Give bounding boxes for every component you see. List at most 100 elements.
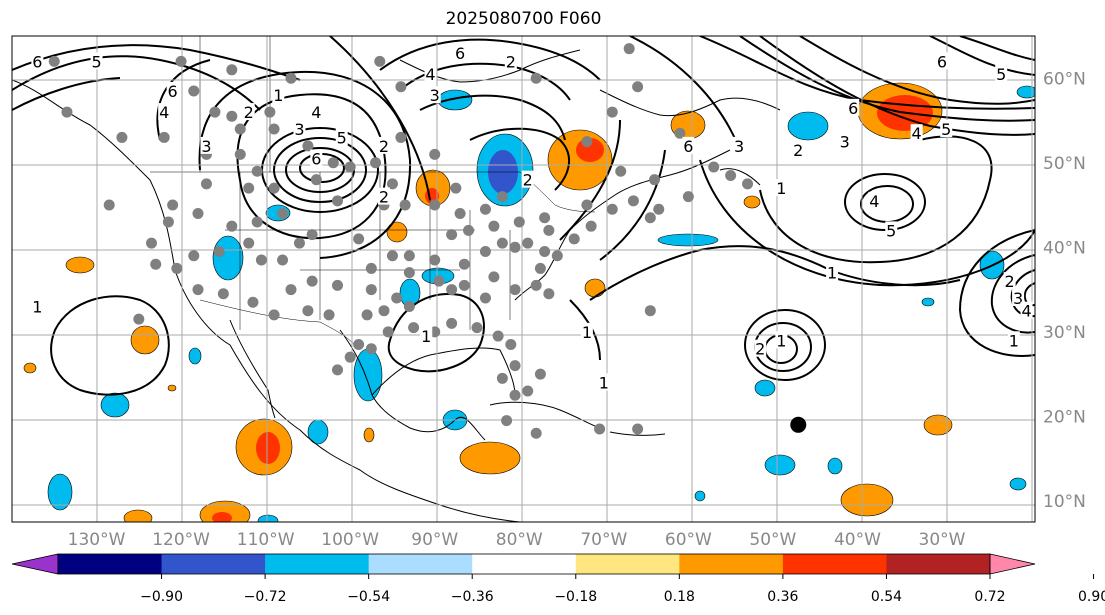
station-dot: [488, 271, 500, 283]
contour-label-bg: [420, 327, 433, 345]
station-dot: [446, 229, 458, 241]
contour-label-bg: [1007, 331, 1020, 349]
colorbar-tick-label: −0.72: [244, 589, 287, 605]
station-dot: [458, 258, 470, 270]
station-dot: [103, 199, 115, 211]
contour-label-bg: [733, 136, 746, 154]
station-dot: [632, 423, 644, 435]
station-dot: [327, 157, 339, 169]
station-dot: [255, 254, 267, 266]
station-dot: [344, 161, 356, 173]
contour-label-bg: [1003, 272, 1016, 290]
station-dot: [332, 195, 343, 207]
contour-label: 2: [506, 52, 516, 71]
contour-label-bg: [940, 119, 953, 137]
contour-label-bg: [454, 43, 467, 61]
colorbar-segment: [58, 554, 163, 574]
station-dot: [162, 216, 174, 228]
contour-label-bg: [838, 132, 851, 150]
station-dot: [463, 224, 475, 236]
station-dot: [653, 203, 665, 215]
colorbar-segment: [782, 554, 887, 574]
station-dot: [534, 368, 546, 380]
station-dot: [429, 254, 441, 266]
contour-label: 1: [273, 86, 283, 105]
station-dot: [505, 339, 517, 351]
station-dot: [522, 385, 534, 397]
station-dot: [167, 199, 179, 211]
station-dot: [674, 127, 686, 139]
contour-label: 3: [201, 137, 211, 156]
contour-label-bg: [580, 322, 593, 340]
station-dot: [509, 241, 521, 253]
contour-label-bg: [775, 179, 788, 197]
station-dot: [175, 55, 187, 67]
colorbar-segment: [368, 554, 473, 574]
station-dot: [530, 72, 542, 84]
map-title: 2025080700 F060: [445, 9, 602, 29]
contour-label-bg: [682, 136, 695, 154]
contour-label: 1: [599, 374, 609, 393]
station-dot: [391, 292, 403, 304]
contour-label-bg: [424, 65, 437, 83]
contour-label: 3: [294, 120, 304, 139]
contour-label: 3: [430, 86, 440, 105]
station-dot: [458, 279, 470, 291]
colorbar: [11, 553, 1036, 575]
contour-label: 4: [425, 65, 435, 84]
station-dot: [708, 161, 720, 173]
station-dot: [268, 182, 280, 194]
contour-label-bg: [754, 339, 767, 357]
station-dot: [543, 288, 555, 300]
tropical-system-marker: [790, 416, 807, 433]
contour-label: 6: [937, 52, 947, 71]
contour-label: 6: [168, 82, 178, 101]
longitude-label: 50°W: [749, 530, 796, 550]
station-dot: [403, 250, 415, 262]
station-dot: [446, 284, 458, 296]
station-dot: [403, 300, 415, 312]
station-markers: [48, 43, 754, 439]
station-dot: [615, 165, 627, 177]
longitude-label: 90°W: [411, 530, 458, 550]
colorbar-segment: [265, 554, 370, 574]
station-dot: [374, 55, 386, 67]
station-dot: [513, 216, 525, 228]
contour-label: 5: [941, 120, 951, 139]
contour-label: 2: [379, 137, 389, 156]
station-dot: [509, 389, 521, 401]
station-dot: [158, 131, 170, 143]
station-dot: [530, 427, 542, 439]
station-dot: [378, 305, 390, 317]
longitude-label: 100°W: [321, 530, 379, 550]
contour-label-bg: [428, 86, 441, 104]
station-dot: [386, 250, 398, 262]
contour-label-bg: [1020, 301, 1033, 319]
contour-label-bg: [200, 136, 213, 154]
contour-label-bg: [847, 98, 860, 116]
contour-label: 6: [455, 44, 465, 63]
station-dot: [644, 305, 656, 317]
station-dot: [247, 296, 259, 308]
contour-label: 2: [1005, 272, 1015, 291]
contour-label-bg: [1012, 289, 1025, 307]
station-dot: [146, 237, 157, 249]
station-dot: [479, 203, 491, 215]
contour-label: 1: [32, 297, 42, 316]
station-dot: [454, 207, 466, 219]
colorbar-segment: [679, 554, 784, 574]
contour-label: 5: [91, 52, 101, 71]
colorbar-frame: [57, 553, 991, 575]
contour-label-bg: [597, 373, 610, 391]
station-dot: [306, 229, 318, 241]
station-dot: [450, 182, 462, 194]
station-dot: [623, 43, 635, 55]
latitude-label: 10°N: [1043, 492, 1086, 512]
station-dot: [188, 85, 200, 97]
contour-label-bg: [293, 119, 306, 137]
contour-label-bg: [90, 52, 103, 70]
contour-label-bg: [910, 124, 923, 142]
station-dot: [543, 224, 555, 236]
contour-label-bg: [335, 128, 348, 146]
contour-label: 1: [1009, 331, 1019, 350]
